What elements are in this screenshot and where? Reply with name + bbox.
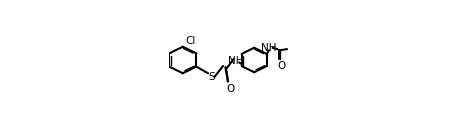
Text: NH: NH [262,43,277,54]
Text: O: O [277,61,285,71]
Text: NH: NH [229,56,244,66]
Text: O: O [226,84,234,94]
Text: Cl: Cl [185,36,196,46]
Text: S: S [208,72,215,82]
